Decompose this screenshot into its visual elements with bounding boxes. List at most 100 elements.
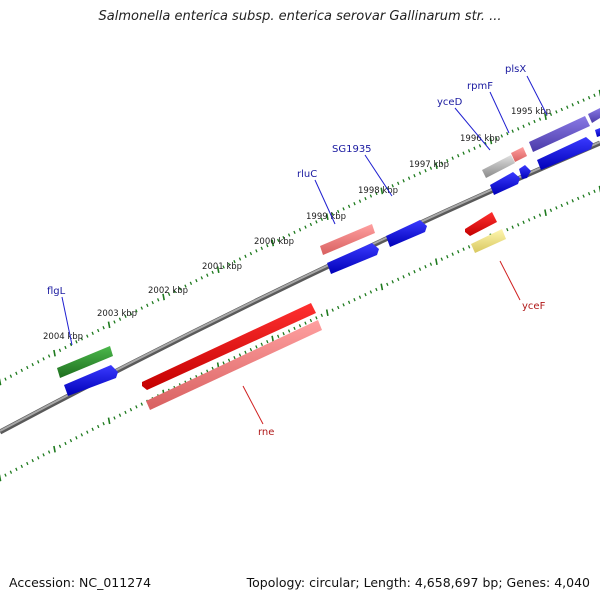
inner-tick [298,324,302,328]
gene-label-rpmF[interactable]: rpmF [467,81,493,92]
inner-tick [222,361,225,365]
kbp-label-2003: 2003 kbp [97,309,137,319]
inner-tick [402,275,405,279]
outer-tick [364,196,367,201]
outer-tick [277,238,280,242]
outer-tick [266,243,269,248]
inner-tick [113,416,116,420]
gene-rluC[interactable] [320,224,375,255]
kbp-label-2000: 2000 kbp [254,237,294,247]
outer-tick [26,365,29,370]
leader-rne [242,385,264,425]
gene-flgL[interactable] [57,346,113,378]
inner-tick [358,295,362,299]
outer-tick [238,257,242,261]
outer-tick [478,144,482,148]
inner-tick [380,283,384,291]
gene-yceD[interactable] [482,155,515,178]
outer-tick [467,149,471,153]
inner-tick [527,218,531,222]
inner-tick [0,474,2,482]
inner-tick [457,250,460,254]
outer-tick [157,298,160,302]
outer-tick [407,176,411,180]
outer-tick [222,265,225,269]
outer-tick [31,362,34,367]
inner-tick [287,329,291,333]
outer-tick [325,213,329,221]
inner-tick [277,334,280,338]
cds-SG1935[interactable] [386,220,427,247]
inner-tick [293,326,296,331]
inner-tick [549,208,553,212]
gene-label-yceF[interactable]: yceF [522,301,546,312]
gene-yceF[interactable] [471,229,506,253]
outer-tick [418,171,422,175]
kbp-label-2002: 2002 kbp [148,286,188,296]
gene-plsX[interactable] [529,116,590,152]
gene-rpmF[interactable] [511,147,527,162]
outer-tick [298,228,302,232]
inner-tick [429,262,433,266]
inner-tick [282,332,285,336]
inner-tick [102,422,105,426]
outer-tick [489,137,493,145]
cds-rpmF[interactable] [519,165,531,179]
outer-tick [511,129,514,133]
cds-partial-edge[interactable] [595,128,600,137]
outer-tick [91,331,94,335]
inner-tick [309,318,313,323]
inner-tick [353,298,356,302]
inner-tick [462,247,465,251]
cds-yceF[interactable] [465,212,497,236]
inner-tick [331,308,334,312]
outer-tick [173,289,176,294]
outer-tick [397,181,400,185]
outer-tick [473,146,476,150]
inner-tick [418,267,422,271]
outer-tick [129,312,133,316]
inner-tick [255,345,258,349]
outer-tick [462,151,465,155]
cds-yceD[interactable] [490,172,520,195]
outer-tick [124,314,127,319]
cds-plsX[interactable] [537,137,593,170]
outer-tick [211,270,214,275]
outer-tick [195,278,198,283]
gene-label-SG1935[interactable]: SG1935 [332,144,372,155]
gene-label-plsX[interactable]: plsX [505,64,526,75]
gene-label-rne[interactable]: rne [258,427,274,438]
outer-tick [309,222,313,227]
inner-tick [435,258,438,266]
inner-tick [124,410,127,415]
gene-label-yceD[interactable]: yceD [437,97,463,108]
cds-rluC[interactable] [327,243,379,274]
inner-tick [26,461,29,466]
gene-label-rluC[interactable]: rluC [297,169,317,180]
inner-tick [135,405,138,409]
inner-tick [47,450,51,454]
outer-tick [9,374,13,378]
inner-tick [582,194,585,198]
inner-tick [233,355,236,360]
gene-label-flgL[interactable]: flgL [47,286,66,297]
inner-tick [577,196,580,201]
outer-tick [37,360,40,364]
leader-rluC [314,179,336,225]
cds-rne[interactable] [142,303,316,390]
outer-tick [140,306,143,310]
outer-tick [233,259,236,264]
inner-tick [386,282,389,287]
gene-partial-edge[interactable] [588,108,600,123]
outer-tick [162,293,165,301]
inner-tick [304,321,307,325]
inner-tick [31,458,34,463]
outer-tick [282,236,285,240]
outer-tick [440,161,443,165]
outer-tick [102,326,105,330]
gene-rne[interactable] [146,320,322,410]
inner-tick [506,227,509,232]
inner-tick [369,290,373,294]
cds-flgL[interactable] [64,365,118,396]
